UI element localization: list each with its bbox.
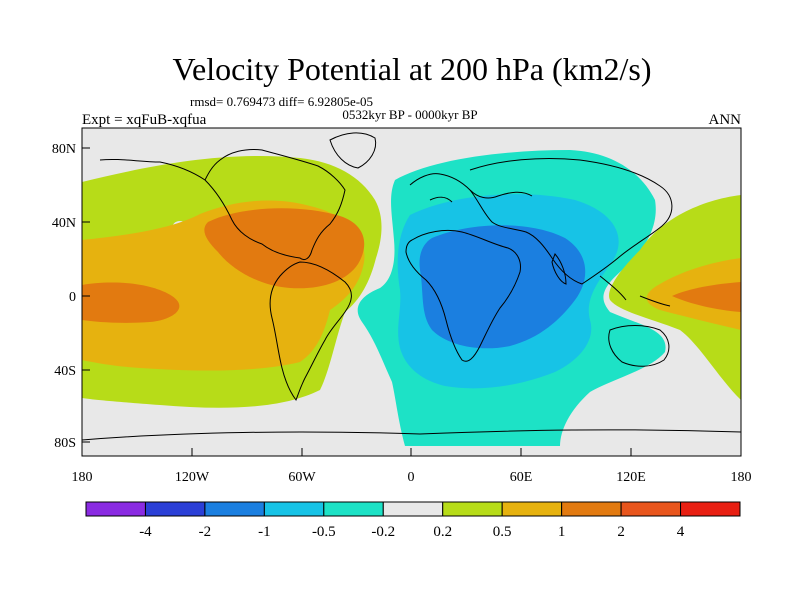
season-label: ANN	[709, 112, 742, 128]
coast-north-america	[99, 149, 346, 261]
lat-tick-label: 80S	[54, 436, 76, 451]
colorbar-label: 0.5	[493, 524, 512, 540]
colorbar-label: -1	[258, 524, 271, 540]
colorbar-label: 0.2	[433, 524, 452, 540]
colorbar-box	[561, 501, 622, 517]
colorbar-box	[501, 501, 563, 517]
colorbar-box	[85, 501, 146, 517]
colorbar-label: -2	[199, 524, 212, 540]
colorbar-label: 1	[558, 524, 566, 540]
colorbar-box	[323, 501, 384, 517]
lat-tick-label: 40N	[52, 216, 76, 231]
contour-blue-east	[419, 225, 586, 349]
coast-se-asia	[599, 275, 671, 307]
colorbar-box	[382, 501, 444, 517]
colorbar-box	[263, 501, 325, 517]
coast-africa	[405, 229, 521, 362]
colorbar-labels: -4 -2 -1 -0.5 -0.2 0.2 0.5 1 2 4	[139, 524, 685, 540]
coastlines	[82, 132, 741, 441]
lat-tick-label: 0	[69, 290, 76, 305]
lon-tick-label: 120E	[616, 470, 646, 485]
figure-title: Velocity Potential at 200 hPa (km2/s)	[172, 51, 651, 87]
contour-orange-west	[82, 282, 180, 323]
lat-tick-label: 80N	[52, 142, 76, 157]
colorbar-label: 4	[677, 524, 685, 540]
colorbar-box	[442, 501, 503, 517]
period-line: 0532kyr BP - 0000kyr BP	[342, 107, 477, 122]
colorbar-box	[680, 501, 741, 517]
lon-tick-label: 180	[72, 470, 93, 485]
colorbar-label: 2	[617, 524, 625, 540]
coast-south-america	[269, 261, 352, 402]
lon-tick-label: 0	[408, 470, 415, 485]
contour-orange-east	[672, 282, 741, 312]
lon-tick-label: 180	[731, 470, 752, 485]
lat-tick-label: 40S	[54, 364, 76, 379]
coast-asia	[469, 157, 673, 285]
coast-australia	[608, 325, 670, 367]
colorbar-box	[144, 501, 206, 517]
stats-line: rmsd= 0.769473 diff= 6.92805e-05	[190, 94, 373, 109]
colorbar-box	[204, 501, 265, 517]
lon-tick-label: 60W	[288, 470, 316, 485]
colorbar-label: -4	[139, 524, 152, 540]
lon-axis: 180 120W 60W 0 60E 120E 180	[72, 448, 752, 485]
lon-tick-label: 120W	[175, 470, 210, 485]
colorbar	[85, 501, 741, 517]
coast-india	[551, 253, 567, 285]
colorbar-label: -0.2	[371, 524, 395, 540]
coast-antarctica	[82, 429, 741, 441]
coast-greenland	[329, 132, 377, 169]
experiment-label: Expt = xqFuB-xqfua	[82, 112, 207, 128]
lat-axis: 80N 40N 0 40S 80S	[52, 142, 90, 451]
lon-tick-label: 60E	[510, 470, 533, 485]
colorbar-label: -0.5	[312, 524, 336, 540]
map-area	[82, 128, 741, 456]
colorbar-box	[620, 501, 682, 517]
